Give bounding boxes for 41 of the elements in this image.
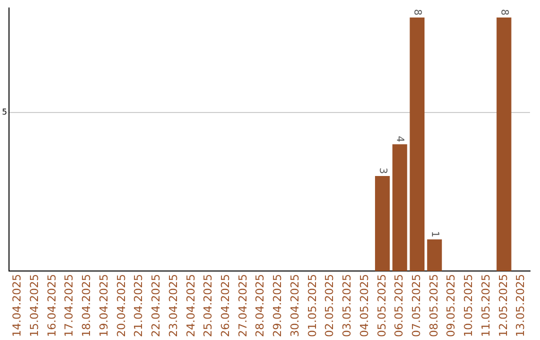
x-tick-label: 15.04.2025 [28, 274, 41, 338]
x-tick-label: 04.05.2025 [358, 274, 371, 338]
x-tick-label: 06.05.2025 [392, 274, 406, 338]
bar [410, 18, 425, 272]
data-label: 8 [498, 9, 510, 16]
x-tick-label: 07.05.2025 [410, 274, 423, 338]
x-tick-label: 17.04.2025 [62, 274, 76, 338]
x-tick-label: 20.04.2025 [114, 274, 128, 338]
x-tick-label: 28.04.2025 [254, 274, 267, 338]
x-tick-label: 09.05.2025 [444, 274, 458, 338]
x-tick-label: 22.04.2025 [150, 274, 163, 338]
bar [496, 18, 512, 272]
x-tick-label: 05.05.2025 [375, 274, 388, 338]
y-tick-label: 5 [2, 108, 8, 117]
bar [427, 239, 442, 272]
x-tick-label: 08.05.2025 [427, 274, 440, 338]
x-tick-label: 26.04.2025 [218, 274, 232, 338]
x-tick-label: 27.04.2025 [236, 274, 250, 338]
x-tick-label: 02.05.2025 [323, 274, 336, 338]
bar [392, 144, 408, 272]
x-tick-label: 23.04.2025 [166, 274, 180, 338]
x-tick-label: 11.05.2025 [479, 274, 492, 338]
x-tick-label: 21.04.2025 [132, 274, 146, 338]
x-tick-label: 30.04.2025 [288, 274, 302, 338]
bar [375, 176, 390, 272]
x-tick-label: 29.04.2025 [271, 274, 284, 338]
x-tick-label: 19.04.2025 [97, 274, 110, 338]
x-tick-label: 24.04.2025 [184, 274, 198, 338]
x-tick-label: 25.04.2025 [202, 274, 215, 338]
x-tick-label: 14.04.2025 [10, 274, 24, 338]
x-tick-label: 03.05.2025 [340, 274, 354, 338]
data-label: 8 [412, 9, 423, 16]
data-label: 3 [376, 168, 388, 174]
x-tick-label: 10.05.2025 [462, 274, 476, 338]
x-tick-label: 18.04.2025 [80, 274, 94, 338]
x-tick-label: 13.05.2025 [514, 274, 528, 338]
x-tick-label: 01.05.2025 [306, 274, 319, 338]
data-label: 1 [428, 230, 440, 238]
data-label: 4 [394, 136, 406, 142]
x-tick-label: 12.05.2025 [496, 274, 510, 338]
x-tick-label: 16.04.2025 [45, 274, 58, 338]
